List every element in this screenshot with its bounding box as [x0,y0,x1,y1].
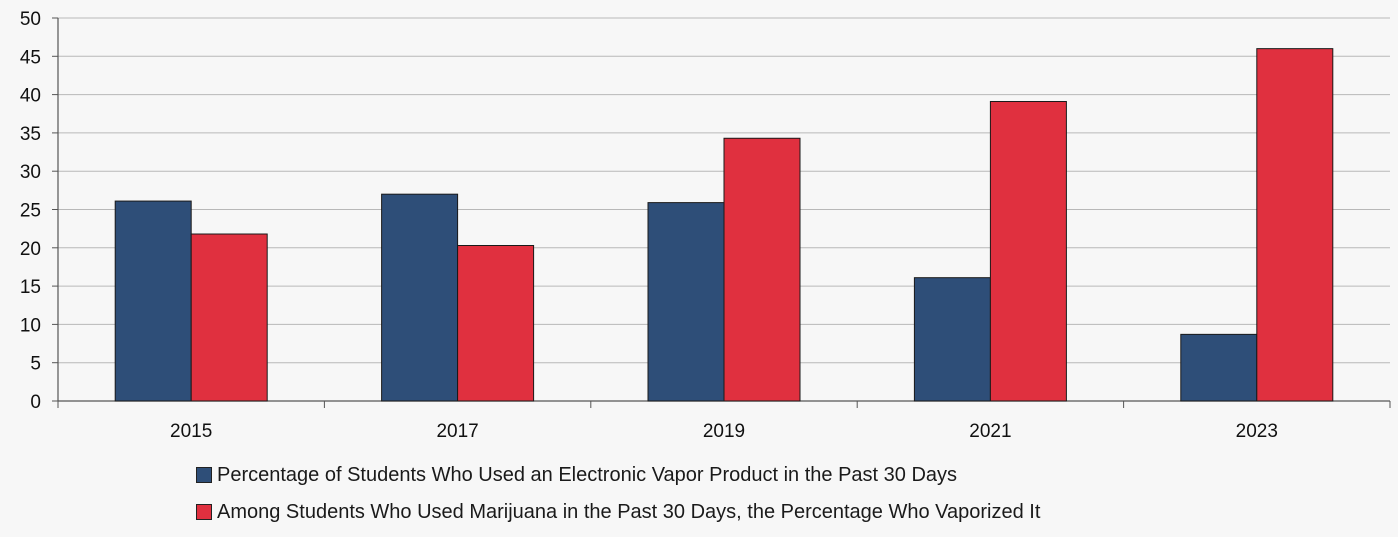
x-tick-label: 2015 [170,421,212,442]
bar-marijuana-vaporized-2019 [723,137,801,402]
y-tick-label: 10 [20,315,41,336]
x-tick-label: 2017 [436,421,478,442]
y-tick-label: 50 [20,9,41,30]
y-tick-label: 20 [20,239,41,260]
x-tick-label: 2019 [703,421,745,442]
bar-chart-plot: 0 5 10 15 20 25 30 35 40 45 50 2015 2017 2019 2021 2023 [20,9,1391,442]
bar-vapor-product-2023 [1180,333,1258,402]
legend-label-vapor-product: Percentage of Students Who Used an Elect… [217,463,958,486]
bar-marijuana-vaporized-2023 [1256,48,1334,402]
y-tick-label: 5 [30,354,41,375]
y-tick-label: 15 [20,277,41,298]
x-tick-label: 2023 [1236,421,1278,442]
bar-marijuana-vaporized-2017 [457,245,535,402]
bar-vapor-product-2019 [647,202,725,402]
bar-vapor-product-2021 [913,277,991,402]
bar-marijuana-vaporized-2015 [190,233,268,402]
legend-item-marijuana-vaporized: Among Students Who Used Marijuana in the… [196,499,1040,525]
bar-marijuana-vaporized-2021 [989,100,1067,402]
legend-swatch-vapor-product [196,467,212,483]
y-tick-label: 40 [20,86,41,107]
legend-label-marijuana-vaporized: Among Students Who Used Marijuana in the… [217,500,1041,523]
y-tick-label: 35 [20,124,41,145]
legend: Percentage of Students Who Used an Elect… [196,462,1040,536]
legend-item-vapor-product: Percentage of Students Who Used an Elect… [196,462,1040,488]
y-tick-label: 25 [20,201,41,222]
bar-vapor-product-2015 [114,200,192,402]
y-tick-label: 45 [20,47,41,68]
legend-swatch-marijuana-vaporized [196,504,212,520]
y-tick-label: 30 [20,162,41,183]
y-tick-label: 0 [30,392,41,413]
x-tick-label: 2021 [969,421,1011,442]
bar-vapor-product-2017 [381,193,459,402]
